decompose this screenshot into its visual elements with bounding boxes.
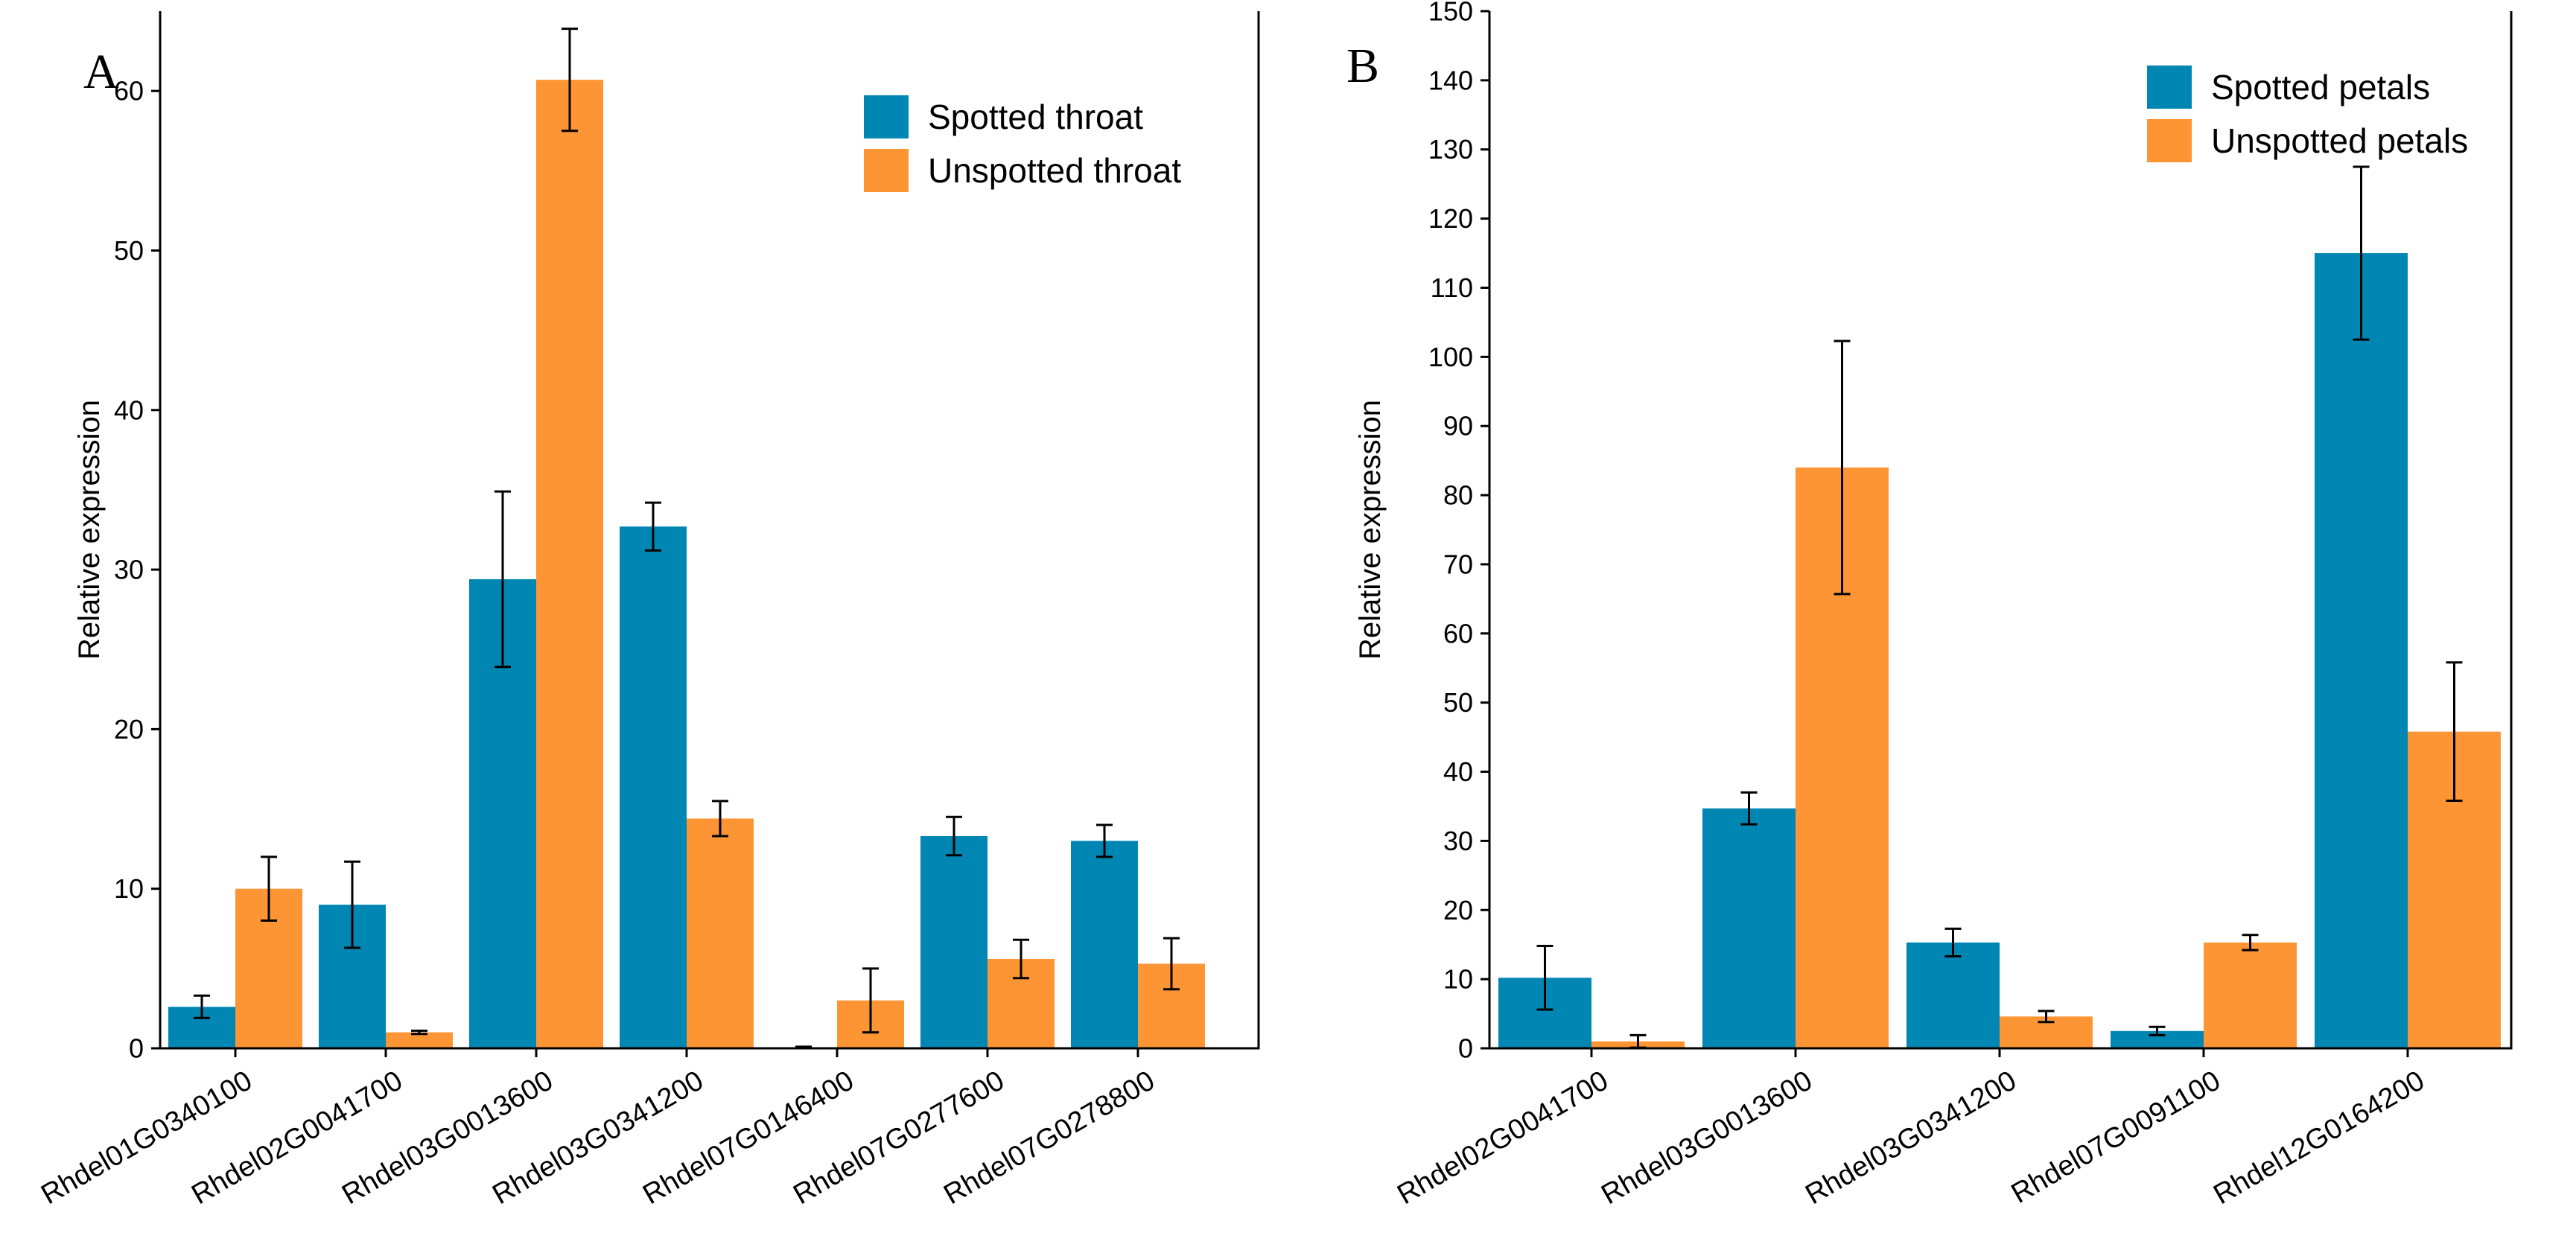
y-tick-label: 50 xyxy=(1443,687,1473,718)
y-tick-label: 120 xyxy=(1428,203,1473,234)
bar-spotted-6 xyxy=(920,835,988,1048)
error-bar-spotted-3 xyxy=(494,490,511,669)
error-bar-unspotted-4 xyxy=(2242,934,2259,952)
y-tick-label: 10 xyxy=(114,873,144,904)
bar-spotted-4 xyxy=(2111,1030,2204,1048)
y-tick-label: 20 xyxy=(114,714,144,745)
y-tick-label: 0 xyxy=(129,1033,144,1064)
error-bar-spotted-3 xyxy=(1944,927,1962,957)
error-bar-unspotted-3 xyxy=(2038,1010,2055,1024)
panel-label: A xyxy=(83,45,119,99)
y-tick-label: 110 xyxy=(1431,272,1473,303)
bar-unspotted-3 xyxy=(536,80,603,1048)
x-tick-label: Rhdel12G0164200 xyxy=(2208,1065,2429,1211)
y-tick-label: 20 xyxy=(1443,895,1473,925)
y-tick-label: 50 xyxy=(114,235,144,266)
x-tick-label: Rhdel03G0013600 xyxy=(1596,1065,1817,1211)
error-bar-unspotted-2 xyxy=(1834,340,1851,596)
bar-unspotted-4 xyxy=(2204,942,2297,1048)
legend: Spotted throat Unspotted throat xyxy=(864,95,1181,192)
bar-spotted-5 xyxy=(2315,253,2408,1048)
error-bar-spotted-7 xyxy=(1096,823,1113,858)
y-tick-label: 60 xyxy=(1443,618,1473,648)
y-tick-label: 140 xyxy=(1428,65,1473,95)
error-bar-unspotted-7 xyxy=(1163,937,1180,991)
error-bar-unspotted-2 xyxy=(411,1029,427,1036)
legend-label-unspotted: Unspotted petals xyxy=(2211,121,2468,160)
bar-unspotted-4 xyxy=(687,818,754,1048)
error-bar-unspotted-1 xyxy=(261,855,277,922)
y-tick-label: 90 xyxy=(1443,411,1473,442)
error-bar-unspotted-4 xyxy=(712,800,728,838)
y-tick-label: 10 xyxy=(1443,964,1473,995)
legend-swatch-spotted xyxy=(864,95,909,138)
panel-a: Rhdel01G0340100Rhdel02G0041700Rhdel03G00… xyxy=(36,11,1260,1211)
x-tick-label: Rhdel02G0041700 xyxy=(1392,1065,1613,1211)
legend-label-spotted: Spotted petals xyxy=(2211,68,2430,106)
error-bar-unspotted-3 xyxy=(562,28,578,133)
panel-b: Rhdel02G0041700Rhdel03G0013600Rhdel03G03… xyxy=(1346,0,2513,1211)
y-tick-label: 70 xyxy=(1443,549,1473,579)
error-bar-spotted-5 xyxy=(2353,165,2370,341)
legend-label-spotted: Spotted throat xyxy=(928,98,1143,136)
y-tick-label: 40 xyxy=(1443,756,1473,787)
bar-spotted-2 xyxy=(1702,808,1796,1048)
error-bar-unspotted-5 xyxy=(2446,661,2463,803)
y-tick-label: 30 xyxy=(114,555,144,585)
error-bar-spotted-1 xyxy=(194,994,210,1019)
y-axis-label: Relative expression xyxy=(73,400,106,660)
error-bar-spotted-2 xyxy=(344,860,360,949)
error-bar-spotted-4 xyxy=(2149,1025,2166,1036)
y-tick-label: 80 xyxy=(1443,480,1473,511)
error-bar-unspotted-6 xyxy=(1013,938,1029,980)
bar-unspotted-2 xyxy=(386,1032,453,1048)
legend-swatch-unspotted xyxy=(864,149,909,192)
panel-label: B xyxy=(1346,39,1379,93)
x-tick-label: Rhdel07G0091100 xyxy=(2006,1065,2226,1209)
legend-swatch-spotted xyxy=(2147,66,2192,109)
y-tick-label: 30 xyxy=(1443,826,1473,856)
error-bar-spotted-6 xyxy=(946,815,962,857)
error-bar-spotted-2 xyxy=(1740,791,1758,826)
error-bar-spotted-4 xyxy=(645,501,661,552)
legend-swatch-unspotted xyxy=(2147,119,2192,162)
error-bar-unspotted-5 xyxy=(862,967,879,1034)
y-tick-label: 40 xyxy=(114,395,144,425)
legend: Spotted petals Unspotted petals xyxy=(2147,66,2468,162)
bar-spotted-7 xyxy=(1071,841,1138,1048)
error-bar-spotted-1 xyxy=(1536,945,1553,1011)
bar-spotted-3 xyxy=(1906,942,2000,1048)
bar-spotted-4 xyxy=(620,526,687,1048)
y-axis-label: Relative expression xyxy=(1354,400,1387,660)
x-tick-label: Rhdel03G0341200 xyxy=(1800,1065,2021,1211)
y-tick-label: 150 xyxy=(1428,0,1473,27)
y-tick-label: 0 xyxy=(1458,1033,1473,1064)
y-tick-label: 100 xyxy=(1428,342,1473,372)
legend-label-unspotted: Unspotted throat xyxy=(928,151,1181,190)
y-tick-label: 60 xyxy=(114,76,144,106)
y-tick-label: 130 xyxy=(1428,134,1473,165)
